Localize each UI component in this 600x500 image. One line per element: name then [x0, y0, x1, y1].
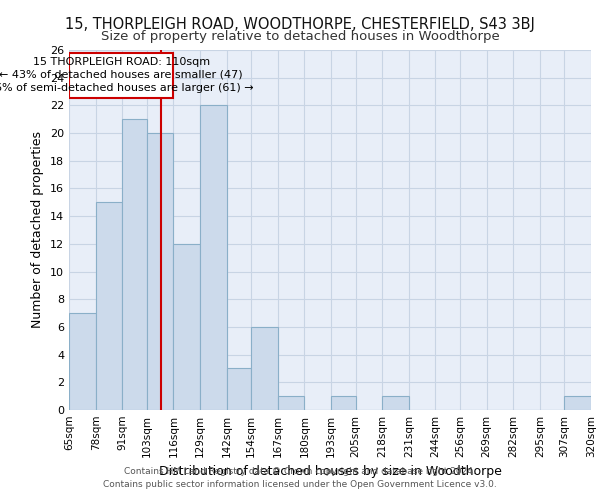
Bar	[95, 202, 122, 410]
Text: Contains HM Land Registry data © Crown copyright and database right 2024.: Contains HM Land Registry data © Crown c…	[124, 467, 476, 476]
Text: Contains public sector information licensed under the Open Government Licence v3: Contains public sector information licen…	[103, 480, 497, 489]
Text: 15, THORPLEIGH ROAD, WOODTHORPE, CHESTERFIELD, S43 3BJ: 15, THORPLEIGH ROAD, WOODTHORPE, CHESTER…	[65, 18, 535, 32]
Bar	[331, 396, 356, 410]
Bar	[122, 119, 147, 410]
Text: ← 43% of detached houses are smaller (47): ← 43% of detached houses are smaller (47…	[0, 70, 243, 80]
X-axis label: Distribution of detached houses by size in Woodthorpe: Distribution of detached houses by size …	[158, 466, 502, 478]
Text: Size of property relative to detached houses in Woodthorpe: Size of property relative to detached ho…	[101, 30, 499, 43]
Text: 15 THORPLEIGH ROAD: 110sqm: 15 THORPLEIGH ROAD: 110sqm	[32, 57, 210, 67]
Y-axis label: Number of detached properties: Number of detached properties	[31, 132, 44, 328]
Bar	[69, 313, 95, 410]
Bar	[278, 396, 304, 410]
FancyBboxPatch shape	[69, 53, 173, 98]
Bar	[147, 133, 173, 410]
Bar	[173, 244, 200, 410]
Bar	[200, 106, 227, 410]
Bar	[227, 368, 251, 410]
Text: 56% of semi-detached houses are larger (61) →: 56% of semi-detached houses are larger (…	[0, 83, 254, 93]
Bar	[565, 396, 591, 410]
Bar	[382, 396, 409, 410]
Bar	[251, 327, 278, 410]
